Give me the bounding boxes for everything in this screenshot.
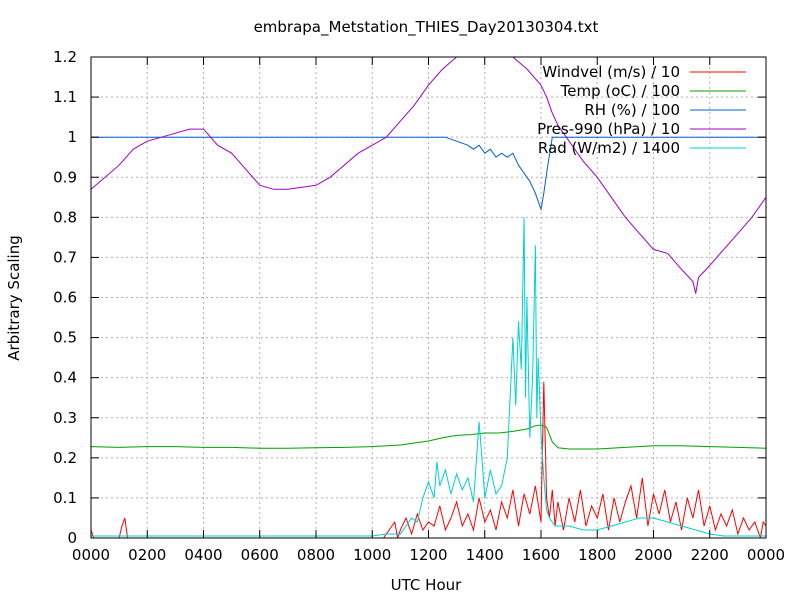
legend-label-2: RH (%) / 100 xyxy=(584,101,680,119)
series-line-0 xyxy=(91,381,766,538)
y-tick-label: 1.2 xyxy=(53,48,77,66)
y-tick-label: 0.7 xyxy=(53,248,77,266)
legend-label-4: Rad (W/m2) / 1400 xyxy=(538,139,680,157)
series-layer xyxy=(91,57,766,538)
x-tick-label: 1000 xyxy=(353,546,391,564)
series-line-1 xyxy=(91,424,766,450)
y-tick-label: 0 xyxy=(67,529,77,547)
x-tick-label: 0600 xyxy=(241,546,279,564)
chart-title: embrapa_Metstation_THIES_Day20130304.txt xyxy=(254,18,599,37)
x-tick-label: 2000 xyxy=(634,546,672,564)
y-tick-label: 0.4 xyxy=(53,369,77,387)
plot-frame xyxy=(90,56,767,539)
y-tick-label: 0.8 xyxy=(53,208,77,226)
x-tick-label: 1600 xyxy=(522,546,560,564)
legend-label-3: Pres-990 (hPa) / 10 xyxy=(537,120,680,138)
y-tick-label: 0.2 xyxy=(53,449,77,467)
y-tick-label: 1.1 xyxy=(53,88,77,106)
y-tick-label: 0.9 xyxy=(53,168,77,186)
y-tick-label: 0.3 xyxy=(53,409,77,427)
x-tick-label: 0800 xyxy=(297,546,335,564)
y-tick-label: 0.6 xyxy=(53,289,77,307)
series-line-4 xyxy=(91,217,766,537)
y-tick-label: 0.5 xyxy=(53,329,77,347)
y-tick-label: 0.1 xyxy=(53,489,77,507)
series-line-3 xyxy=(91,57,766,294)
x-tick-label: 1200 xyxy=(409,546,447,564)
series-line-2 xyxy=(91,136,766,212)
x-tick-label: 2200 xyxy=(691,546,729,564)
x-tick-label: 1400 xyxy=(466,546,504,564)
axes-layer: 0 0.1 0.2 0.3 0.4 0.5 0.6 0.7 0.8 0.9 1 1.1 1.2 0000 0… xyxy=(53,48,785,564)
y-tick-label: 1 xyxy=(67,128,77,146)
legend-label-0: Windvel (m/s) / 10 xyxy=(542,63,680,81)
x-tick-label: 0000 xyxy=(72,546,110,564)
legend-label-1: Temp (oC) / 100 xyxy=(560,82,680,100)
x-axis-label: UTC Hour xyxy=(391,576,462,594)
y-axis-label: Arbitrary Scaling xyxy=(5,235,23,361)
x-tick-label: 0200 xyxy=(128,546,166,564)
x-tick-label: 1800 xyxy=(578,546,616,564)
x-tick-label: 0400 xyxy=(184,546,222,564)
x-tick-label: 0000 xyxy=(747,546,785,564)
